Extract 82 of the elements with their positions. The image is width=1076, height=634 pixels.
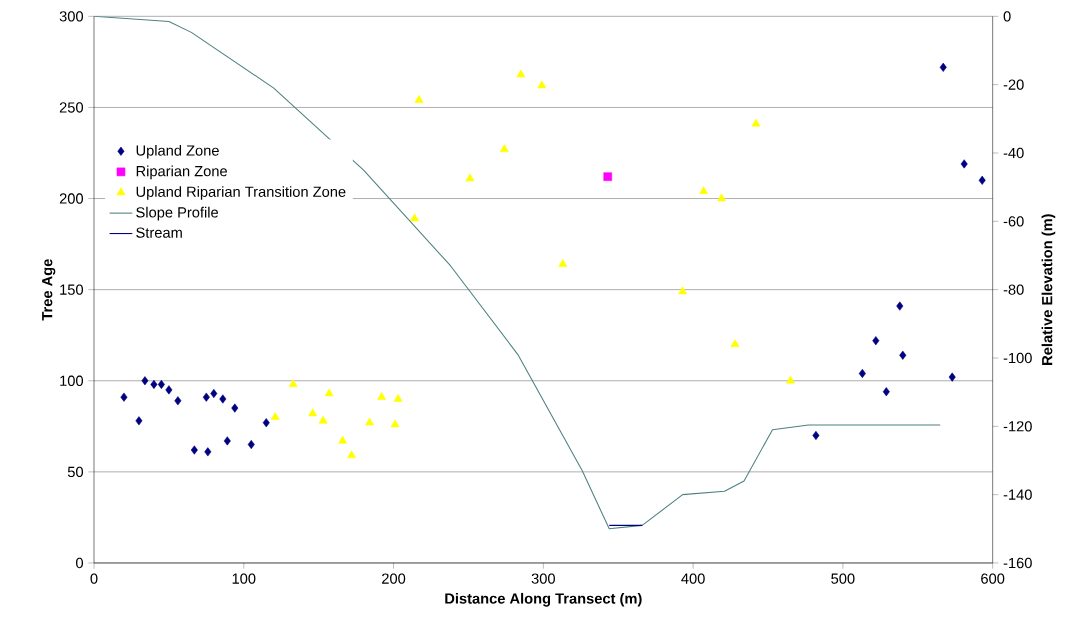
- point: [896, 301, 904, 311]
- y2-tick-label: -160: [1003, 557, 1032, 569]
- point: [516, 69, 526, 78]
- y2-tick-label: -100: [1003, 352, 1032, 364]
- point: [939, 62, 947, 72]
- point: [247, 440, 255, 450]
- point: [157, 379, 165, 389]
- point: [603, 172, 612, 181]
- point: [882, 387, 890, 397]
- point: [308, 408, 318, 417]
- point: [699, 186, 709, 194]
- point: [365, 417, 375, 426]
- point: [210, 388, 218, 399]
- y2-tick-label: -60: [1003, 216, 1024, 227]
- y-tick-label: 150: [60, 284, 84, 295]
- point: [377, 392, 386, 400]
- point: [393, 393, 403, 402]
- point: [347, 450, 357, 459]
- point: [730, 339, 740, 347]
- point: [410, 213, 419, 222]
- x-axis-title: Distance Along Transect (m): [445, 592, 642, 607]
- point: [223, 436, 231, 446]
- point: [174, 396, 182, 406]
- point: [231, 403, 239, 413]
- y-tick-label: 100: [60, 375, 84, 386]
- point: [812, 430, 820, 440]
- point: [960, 159, 968, 169]
- x-tick-label: 400: [681, 573, 705, 584]
- point: [558, 259, 568, 267]
- point: [678, 286, 688, 295]
- y2-tick-label: 0: [1003, 11, 1011, 22]
- point: [899, 350, 907, 360]
- point: [414, 95, 424, 103]
- point: [202, 392, 210, 402]
- y2-tick-label: -80: [1003, 284, 1024, 295]
- y2-tick-label: -20: [1003, 79, 1024, 90]
- point: [786, 375, 795, 384]
- y-tick-label: 300: [59, 11, 84, 22]
- point: [858, 368, 866, 379]
- legend-label: Upland Riparian Transition Zone: [136, 186, 346, 200]
- point: [135, 416, 143, 426]
- x-tick-label: 600: [981, 573, 1005, 584]
- point: [150, 379, 158, 389]
- point: [318, 415, 328, 424]
- y2-tick-label: -120: [1003, 421, 1032, 432]
- legend-label: Upland Zone: [136, 144, 219, 159]
- y-tick-label: 200: [59, 193, 84, 204]
- y-tick-label: 250: [59, 102, 84, 113]
- legend-label: Slope Profile: [136, 206, 219, 221]
- point: [270, 412, 280, 420]
- x-tick-label: 300: [531, 573, 555, 584]
- point: [219, 394, 227, 404]
- legend-label: Riparian Zone: [136, 165, 227, 180]
- point: [390, 419, 400, 428]
- point: [204, 447, 212, 457]
- point: [872, 336, 880, 346]
- point: [338, 435, 348, 444]
- y2-tick-label: -40: [1003, 147, 1024, 159]
- point: [465, 173, 475, 182]
- point: [948, 372, 956, 382]
- legend-label: Stream: [136, 227, 182, 238]
- point: [499, 144, 509, 153]
- point: [751, 118, 761, 127]
- y-tick-label: 0: [76, 557, 84, 569]
- point: [978, 175, 986, 185]
- point: [120, 392, 128, 402]
- y2-tick-label: -140: [1003, 489, 1032, 500]
- point: [717, 193, 726, 202]
- y-axis-title: Tree Age: [42, 259, 56, 321]
- point: [190, 445, 198, 455]
- y2-axis-title: Relative Elevation (m): [1041, 214, 1056, 365]
- x-tick-label: 500: [831, 573, 855, 584]
- y-tick-label: 50: [67, 466, 84, 478]
- point: [165, 385, 173, 395]
- point: [324, 388, 334, 397]
- point: [262, 418, 270, 428]
- point: [288, 379, 298, 388]
- x-tick-label: 0: [90, 573, 98, 584]
- x-tick-label: 100: [232, 573, 256, 584]
- point: [141, 376, 149, 386]
- point: [537, 80, 547, 89]
- x-tick-label: 200: [382, 573, 406, 584]
